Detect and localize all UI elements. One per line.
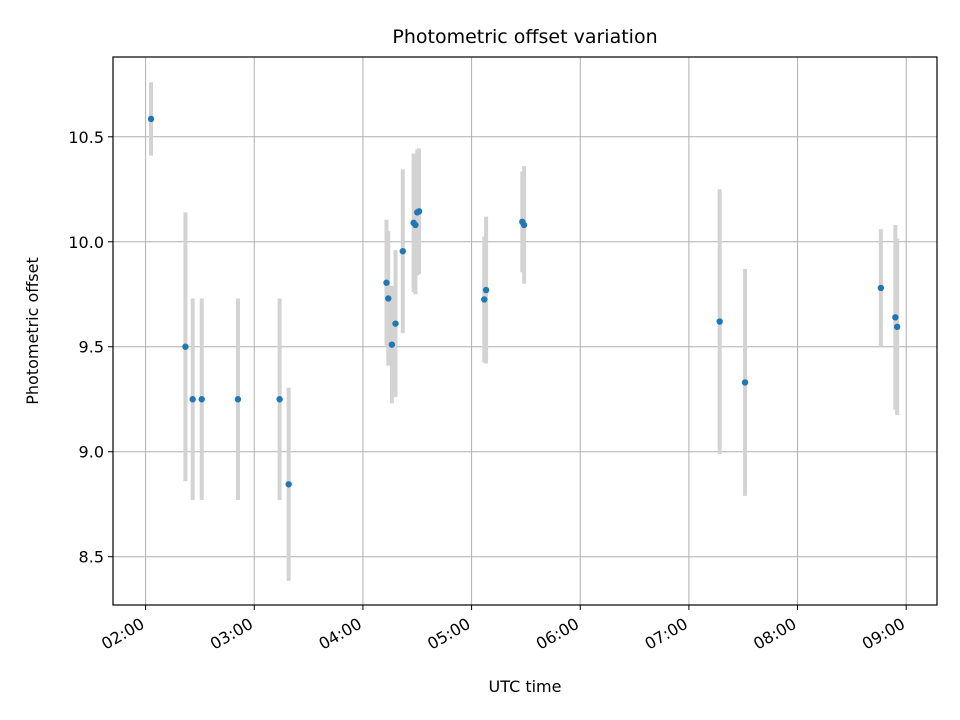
data-point (235, 396, 241, 402)
y-tick-label: 9.5 (79, 338, 104, 357)
data-point (716, 318, 722, 324)
x-tick-label: 06:00 (533, 614, 582, 654)
x-tick-label: 02:00 (98, 614, 147, 654)
data-point (385, 295, 391, 301)
data-point (400, 248, 406, 254)
y-tick-label: 10.0 (68, 233, 104, 252)
data-point (416, 208, 422, 214)
y-tick-label: 8.5 (79, 548, 104, 567)
x-tick-label: 07:00 (641, 614, 690, 654)
y-axis-label: Photometric offset (23, 257, 42, 405)
x-axis-label: UTC time (489, 677, 562, 696)
x-tick-label: 03:00 (207, 614, 256, 654)
data-point (392, 320, 398, 326)
x-tick-label: 08:00 (750, 614, 799, 654)
chart-title: Photometric offset variation (392, 26, 657, 48)
photometric-offset-chart: 02:00 03:00 04:00 05:00 06:00 07:00 08:00 09:00… (0, 0, 960, 720)
x-tick-label: 05:00 (424, 614, 473, 654)
y-axis-ticks: 8.5 9.0 9.5 10.0 10.5 (68, 128, 113, 567)
data-point (285, 481, 291, 487)
data-point (389, 341, 395, 347)
data-point (481, 296, 487, 302)
data-point (878, 285, 884, 291)
y-tick-label: 10.5 (68, 128, 104, 147)
data-point (276, 396, 282, 402)
x-axis-ticks: 02:00 03:00 04:00 05:00 06:00 07:00 08:00 09:00 (98, 605, 908, 654)
error-bars (151, 82, 897, 581)
data-point (182, 344, 188, 350)
data-point (199, 396, 205, 402)
data-point (521, 222, 527, 228)
x-tick-label: 09:00 (859, 614, 908, 654)
data-point (412, 222, 418, 228)
y-tick-label: 9.0 (79, 443, 104, 462)
data-point (383, 280, 389, 286)
data-point (148, 116, 154, 122)
x-tick-label: 04:00 (315, 614, 364, 654)
data-point (483, 287, 489, 293)
data-point (189, 396, 195, 402)
data-point (742, 379, 748, 385)
data-point (892, 314, 898, 320)
data-point (894, 324, 900, 330)
